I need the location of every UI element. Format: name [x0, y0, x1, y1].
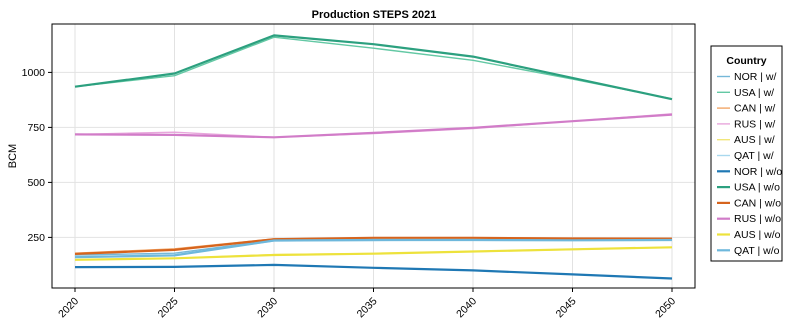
y-tick-label: 1000 — [22, 67, 46, 79]
legend-label: RUS | w/ — [734, 118, 775, 130]
y-tick-label: 500 — [27, 177, 45, 189]
legend-label: NOR | w/ — [734, 71, 776, 83]
x-tick-label: 2050 — [653, 295, 678, 320]
y-axis-label: BCM — [7, 144, 19, 168]
x-axis: 2020 2025 2030 2035 2040 2045 2050 — [56, 288, 678, 320]
y-tick-label: 250 — [27, 232, 45, 244]
legend-label: USA | w/o — [734, 182, 780, 194]
x-tick-label: 2025 — [156, 295, 181, 320]
legend-label: RUS | w/o — [734, 213, 781, 225]
legend-label: CAN | w/o — [734, 197, 781, 209]
legend: Country NOR | w/USA | w/CAN | w/RUS | w/A… — [710, 45, 783, 262]
legend-label: CAN | w/ — [734, 103, 775, 115]
y-tick-label: 750 — [27, 122, 45, 134]
legend-title: Country — [726, 55, 766, 67]
series-line-rus-w-o — [74, 113, 673, 139]
legend-label: QAT | w/ — [734, 150, 774, 162]
gridlines — [52, 24, 695, 288]
x-tick-label: 2035 — [355, 295, 380, 320]
legend-label: NOR | w/o — [734, 166, 782, 178]
y-axis: 250 500 750 1000 — [22, 67, 52, 244]
legend-label: AUS | w/o — [734, 229, 781, 241]
x-tick-label: 2020 — [56, 295, 81, 320]
series-line-qat-w-o — [74, 238, 673, 259]
series-line-nor-w-o — [74, 263, 673, 280]
series-line-aus-w-o — [74, 246, 673, 261]
legend-label: USA | w/ — [734, 87, 774, 99]
x-tick-label: 2040 — [454, 295, 479, 320]
legend-label: QAT | w/o — [734, 245, 780, 257]
x-tick-label: 2045 — [554, 295, 579, 320]
series-line-can-w-o — [74, 236, 673, 255]
legend-box — [710, 45, 783, 262]
series-layer — [74, 34, 673, 280]
x-tick-label: 2030 — [255, 295, 280, 320]
series-line-usa-w-o — [74, 34, 673, 101]
legend-label: AUS | w/ — [734, 134, 775, 146]
chart-title: Production STEPS 2021 — [312, 9, 437, 21]
